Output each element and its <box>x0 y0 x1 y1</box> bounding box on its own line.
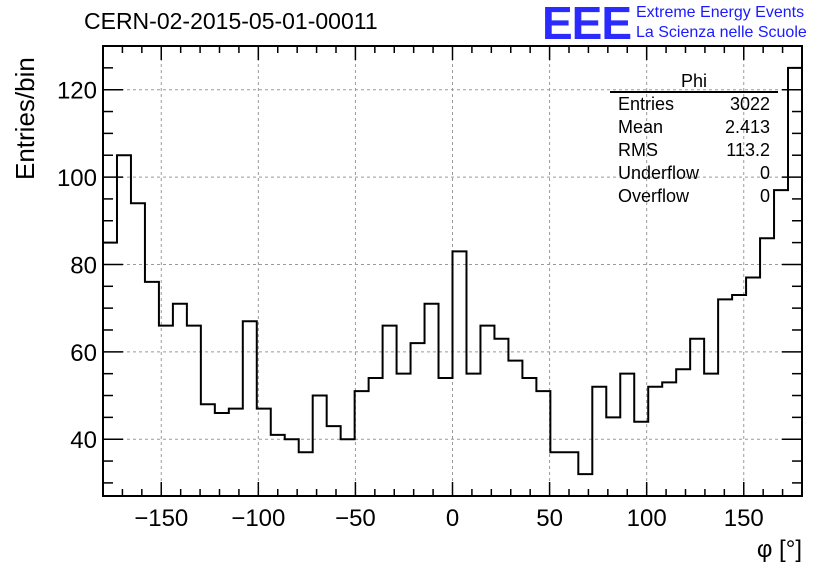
axis-ticks <box>102 45 803 496</box>
stats-label: Overflow <box>618 186 690 206</box>
x-tick-label: 150 <box>724 505 764 532</box>
axis-tick-labels: −150 −100 −50 0 50 100 150 40 60 80 100 120 <box>57 78 764 532</box>
y-tick-label: 60 <box>70 340 97 367</box>
stats-label: Entries <box>618 94 675 114</box>
stats-row: Overflow 0 <box>610 185 778 208</box>
stats-value: 0 <box>759 186 770 206</box>
logo-line-1: Extreme Energy Events <box>636 4 805 21</box>
x-tick-label: −50 <box>335 505 376 532</box>
y-tick-label: 40 <box>70 427 97 454</box>
stats-title: Phi <box>610 70 778 93</box>
x-tick-label: 0 <box>446 505 459 532</box>
eee-logo: EEE <box>542 0 632 49</box>
logo-line-2: La Scienza nelle Scuole <box>636 24 807 41</box>
stats-value: 0 <box>759 163 770 183</box>
histogram-line <box>103 66 802 476</box>
y-tick-label: 100 <box>57 165 97 192</box>
stats-row: Underflow 0 <box>610 162 778 185</box>
x-tick-label: −150 <box>134 505 188 532</box>
x-tick-label: 100 <box>627 505 667 532</box>
y-tick-label: 120 <box>57 78 97 105</box>
stats-label: RMS <box>618 140 658 160</box>
stats-box: Phi Entries 3022 Mean 2.413 RMS 113.2 Under… <box>610 70 778 208</box>
stats-value: 113.2 <box>726 140 770 160</box>
x-tick-label: 50 <box>536 505 563 532</box>
stats-row: Mean 2.413 <box>610 116 778 139</box>
stats-row: Entries 3022 <box>610 93 778 116</box>
stats-row: RMS 113.2 <box>610 139 778 162</box>
x-axis-label: φ [°] <box>756 536 802 563</box>
y-tick-label: 80 <box>70 252 97 279</box>
stats-label: Mean <box>618 117 664 137</box>
y-axis-label: Entries/bin <box>10 57 40 180</box>
histogram-series <box>103 66 802 476</box>
x-tick-label: −100 <box>231 505 285 532</box>
chart-title: CERN-02-2015-05-01-00011 <box>84 8 378 34</box>
stats-label: Underflow <box>618 163 700 183</box>
stats-value: 2.413 <box>724 117 770 137</box>
stats-value: 3022 <box>729 94 770 114</box>
